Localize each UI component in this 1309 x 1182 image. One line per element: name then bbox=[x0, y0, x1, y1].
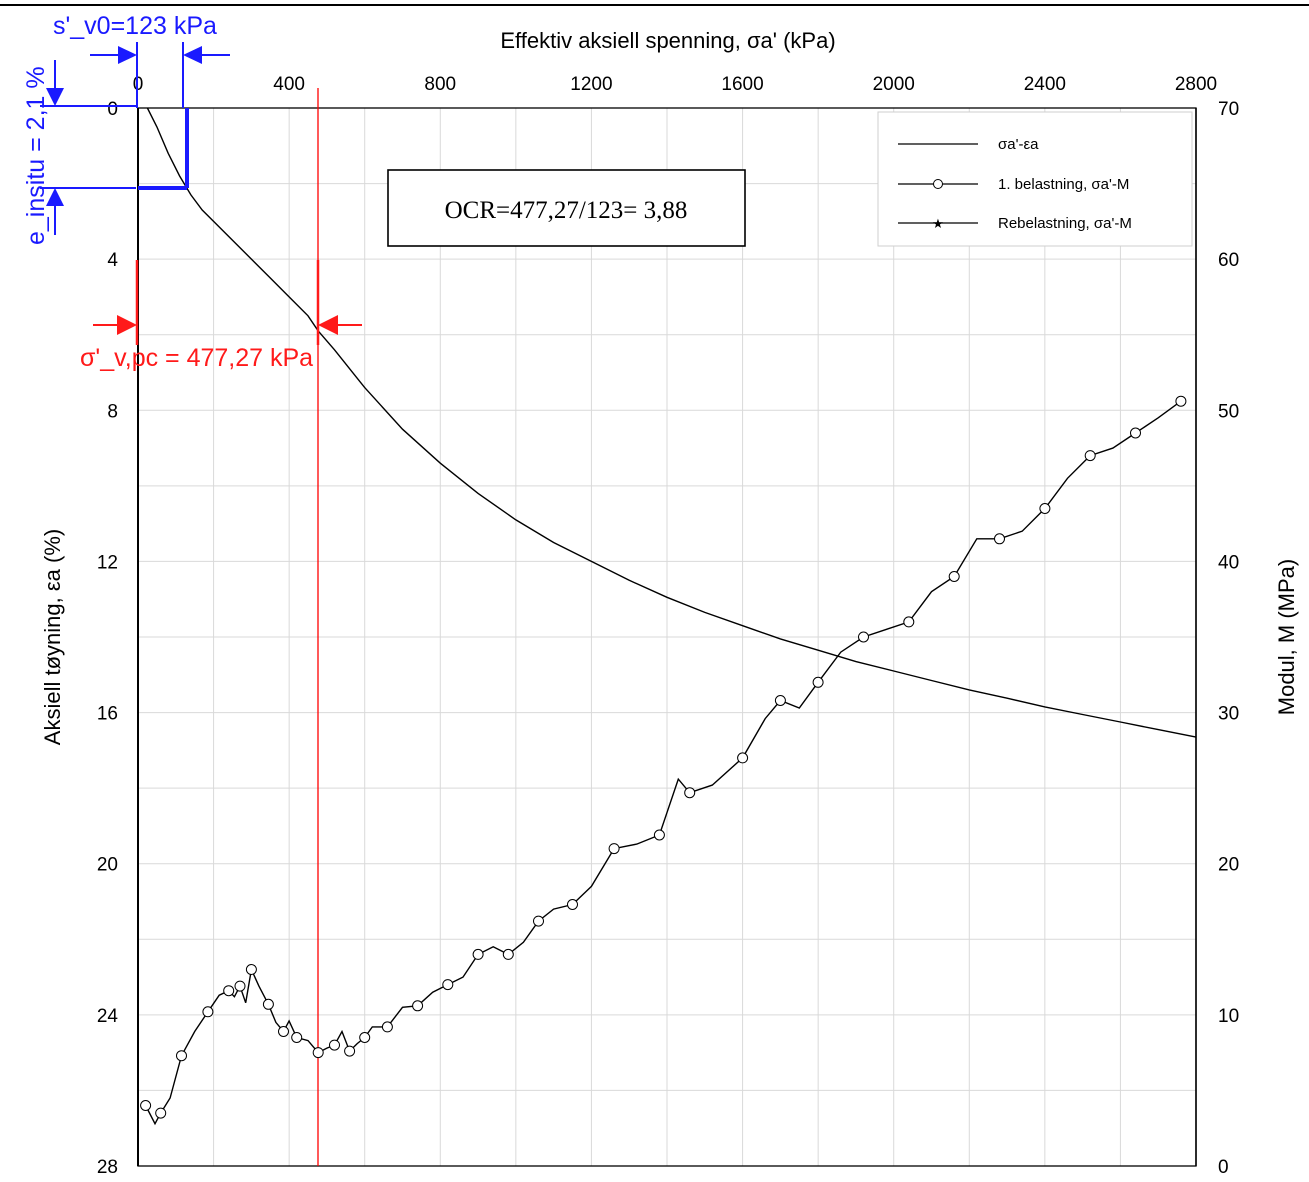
left-y-tick-label: 0 bbox=[107, 99, 118, 120]
data-point-marker bbox=[381, 1021, 393, 1033]
data-point-marker bbox=[223, 985, 235, 997]
data-point-marker bbox=[472, 948, 484, 960]
x-tick-label: 400 bbox=[273, 74, 305, 95]
data-point-marker bbox=[442, 979, 454, 991]
data-point-marker bbox=[994, 533, 1005, 545]
data-point-marker bbox=[202, 1006, 214, 1018]
grid bbox=[138, 108, 1196, 1166]
legend-star-marker: ★ bbox=[932, 217, 944, 232]
sv0-arrow-right-head bbox=[183, 46, 202, 64]
einsitu-arrow-top-head bbox=[46, 88, 64, 106]
x-tick-label: 1200 bbox=[570, 74, 612, 95]
data-point-marker bbox=[502, 948, 514, 960]
left-y-tick-label: 12 bbox=[97, 552, 118, 573]
data-point-marker bbox=[1130, 427, 1141, 439]
x-tick-label: 1600 bbox=[721, 74, 763, 95]
ocr-text: OCR=477,27/123= 3,88 bbox=[445, 197, 688, 224]
data-point-marker bbox=[1084, 450, 1096, 462]
data-point-marker bbox=[653, 829, 665, 841]
legend-box bbox=[877, 111, 1193, 247]
x-tick-label: 2800 bbox=[1175, 74, 1217, 95]
data-point-marker bbox=[291, 1032, 303, 1043]
ocr-box bbox=[387, 169, 746, 247]
einsitu-label: e_insitu = 2,1 % bbox=[22, 66, 50, 245]
left-y-tick-label: 24 bbox=[97, 1006, 119, 1027]
right-y-tick-label: 70 bbox=[1218, 99, 1239, 120]
sv0-label: s'_v0=123 kPa bbox=[53, 12, 217, 40]
data-point-marker bbox=[567, 899, 578, 910]
data-point-marker bbox=[608, 843, 620, 855]
data-point-marker bbox=[344, 1045, 356, 1057]
pc-arrow-right-head bbox=[318, 315, 338, 335]
data-point-marker bbox=[234, 980, 246, 992]
data-point-marker bbox=[1039, 503, 1051, 514]
left-y-tick-labels: 0 4 8 12 16 20 24 28 bbox=[97, 99, 119, 1178]
pc-arrow-left-head bbox=[117, 315, 137, 335]
left-y-tick-label: 28 bbox=[97, 1157, 118, 1178]
x-tick-label: 2000 bbox=[873, 74, 915, 95]
right-y-tick-label: 60 bbox=[1218, 250, 1239, 271]
legend: σa'-εa 1. belastning, σa'-M ★ Rebelastni… bbox=[877, 111, 1193, 247]
right-y-tick-label: 10 bbox=[1218, 1006, 1239, 1027]
left-y-tick-label: 20 bbox=[97, 855, 118, 876]
right-y-tick-labels: 70 60 50 40 30 20 10 0 bbox=[1218, 99, 1239, 1178]
ocr-annotation: OCR=477,27/123= 3,88 bbox=[387, 169, 746, 247]
data-point-marker bbox=[948, 571, 960, 582]
data-point-marker bbox=[684, 787, 696, 799]
data-point-marker bbox=[176, 1050, 187, 1062]
series-layer bbox=[140, 107, 1197, 1126]
right-y-tick-label: 30 bbox=[1218, 704, 1239, 725]
data-point-marker bbox=[812, 676, 824, 688]
x-axis-title: Effektiv aksiell spenning, σa' (kPa) bbox=[500, 28, 835, 53]
data-point-marker bbox=[329, 1039, 340, 1051]
x-tick-labels: 040080012001600200024002800 bbox=[133, 74, 1217, 95]
right-y-tick-label: 50 bbox=[1218, 401, 1239, 422]
einsitu-arrow-bottom-head bbox=[46, 188, 64, 206]
data-point-marker bbox=[359, 1032, 371, 1043]
x-tick-label: 800 bbox=[424, 74, 456, 95]
sv0-arrow-left-head bbox=[118, 46, 137, 64]
legend-label-first-loading: 1. belastning, σa'-M bbox=[998, 176, 1129, 193]
data-point-marker bbox=[140, 1100, 152, 1111]
legend-label-reloading: Rebelastning, σa'-M bbox=[998, 215, 1132, 232]
right-y-axis-title: Modul, M (MPa) bbox=[1274, 559, 1299, 715]
data-point-marker bbox=[278, 1026, 289, 1037]
x-tick-label: 2400 bbox=[1024, 74, 1066, 95]
legend-label-strain: σa'-εa bbox=[998, 136, 1039, 153]
data-point-marker bbox=[533, 915, 544, 927]
left-y-axis-title: Aksiell tøyning, εa (%) bbox=[40, 529, 65, 745]
data-point-marker bbox=[737, 752, 749, 764]
pc-label: σ'_v,pc = 477,27 kPa bbox=[80, 344, 313, 372]
series-line-a-a bbox=[146, 107, 1197, 738]
right-y-tick-label: 40 bbox=[1218, 552, 1239, 573]
data-point-marker bbox=[412, 1000, 424, 1012]
data-point-marker bbox=[312, 1047, 324, 1059]
insitu-annotation: s'_v0=123 kPa e_insitu = 2,1 % bbox=[22, 12, 230, 245]
right-y-tick-label: 20 bbox=[1218, 855, 1239, 876]
legend-circle-marker bbox=[933, 179, 943, 189]
data-point-marker bbox=[245, 964, 257, 975]
preconsolidation-annotation: σ'_v,pc = 477,27 kPa bbox=[80, 260, 362, 372]
data-point-marker bbox=[155, 1107, 167, 1119]
data-point-marker bbox=[858, 631, 869, 643]
right-y-tick-label: 0 bbox=[1218, 1157, 1229, 1178]
data-point-marker bbox=[774, 695, 786, 706]
left-y-tick-label: 4 bbox=[107, 250, 118, 271]
left-y-tick-label: 16 bbox=[97, 704, 118, 725]
data-point-marker bbox=[1175, 395, 1187, 407]
left-y-tick-label: 8 bbox=[107, 401, 118, 422]
data-point-marker bbox=[903, 616, 915, 628]
data-point-marker bbox=[262, 998, 274, 1010]
